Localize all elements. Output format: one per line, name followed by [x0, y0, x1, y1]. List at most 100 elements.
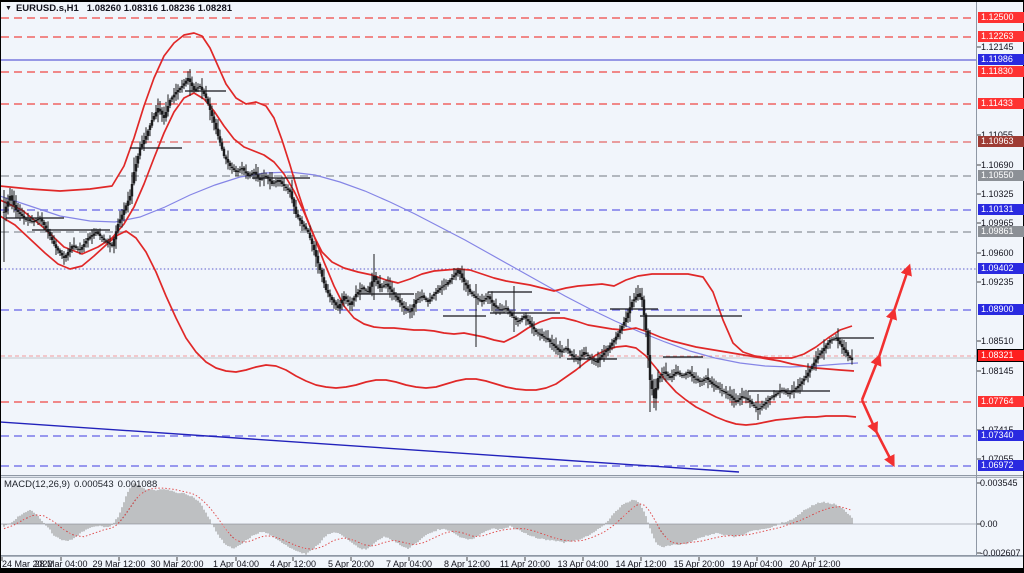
macd-histogram-bar — [191, 496, 193, 524]
macd-histogram-bar — [79, 524, 81, 534]
candle-body — [348, 302, 352, 305]
macd-histogram-bar — [599, 524, 601, 529]
macd-histogram-bar — [531, 524, 533, 537]
candle-body — [448, 280, 452, 283]
macd-histogram-bar — [789, 519, 791, 524]
macd-histogram-bar — [631, 499, 633, 524]
candle-body — [668, 376, 672, 378]
macd-histogram-bar — [167, 489, 169, 524]
candle-body — [610, 342, 614, 346]
macd-histogram-bar — [217, 524, 219, 535]
macd-histogram-bar — [155, 490, 157, 524]
macd-histogram-bar — [347, 524, 349, 540]
macd-histogram-bar — [847, 513, 849, 524]
candle-body — [622, 322, 626, 326]
candle-body — [774, 394, 778, 396]
candle-body — [736, 400, 740, 403]
macd-histogram-bar — [641, 507, 643, 524]
macd-histogram-bar — [389, 524, 391, 540]
candle-body — [304, 226, 308, 230]
price-tick-label: 1.12145 — [981, 42, 1014, 52]
candle-body — [192, 86, 196, 90]
macd-histogram-bar — [255, 524, 257, 535]
candle-body — [450, 278, 454, 280]
macd-histogram-bar — [299, 524, 301, 553]
candle-body — [276, 180, 280, 182]
macd-main-value: 0.000543 — [74, 479, 114, 490]
time-axis-label: 15 Apr 20:00 — [673, 559, 725, 569]
macd-histogram-bar — [433, 524, 435, 532]
macd-histogram-bar — [123, 502, 125, 524]
price-tick-label: 1.10690 — [981, 160, 1014, 170]
candle-body — [342, 296, 346, 301]
candle-body — [726, 393, 730, 395]
macd-histogram-bar — [287, 524, 289, 547]
symbol-dropdown-icon[interactable]: ▼ — [5, 5, 12, 12]
macd-histogram-bar — [669, 524, 671, 546]
macd-histogram-bar — [707, 524, 709, 536]
candle-body — [102, 238, 106, 240]
candle-body — [210, 110, 214, 116]
macd-histogram-bar — [717, 524, 719, 534]
candle-body — [20, 213, 24, 216]
macd-histogram-bar — [131, 485, 133, 524]
macd-histogram-bar — [107, 524, 109, 528]
candle-body — [80, 247, 84, 250]
candle-body — [232, 168, 236, 170]
forecast-arrow-down[interactable] — [860, 399, 895, 468]
candle-body — [554, 345, 558, 348]
candle-body — [416, 298, 420, 300]
candle-body — [118, 219, 122, 224]
candle-body — [138, 148, 142, 156]
macd-histogram-bar — [795, 517, 797, 524]
candle-body — [492, 303, 496, 306]
candle-body — [806, 372, 810, 377]
macd-histogram-bar — [683, 524, 685, 544]
macd-histogram-bar — [639, 503, 641, 524]
macd-histogram-bar — [647, 522, 649, 524]
candle-body — [476, 298, 480, 300]
macd-histogram-bar — [353, 524, 355, 545]
macd-histogram-bar — [727, 524, 729, 536]
macd-histogram-bar — [689, 524, 691, 543]
candle-body — [580, 354, 584, 357]
macd-histogram-bar — [761, 524, 763, 530]
candle-body — [384, 284, 388, 285]
price-level-badge: 1.12263 — [978, 31, 1024, 42]
macd-histogram-bar — [125, 496, 127, 524]
price-tick-label: 1.09965 — [981, 218, 1014, 228]
price-axis-separator — [976, 2, 977, 555]
candle-body — [690, 374, 694, 376]
forecast-arrow-up[interactable] — [860, 263, 912, 401]
panel-separator-bottom[interactable] — [1, 555, 1023, 557]
ohlc-values: 1.08260 1.08316 1.08236 1.08281 — [86, 3, 233, 14]
macd-histogram-bar — [315, 524, 317, 547]
macd-histogram-bar — [311, 524, 313, 550]
candle-body — [66, 252, 70, 256]
macd-histogram-bar — [787, 521, 789, 524]
candle-body — [164, 112, 168, 118]
candle-body — [798, 384, 802, 387]
macd-histogram-bar — [533, 524, 535, 537]
panel-separator[interactable] — [1, 475, 1023, 478]
macd-histogram-bar — [783, 522, 785, 524]
candle-body — [288, 189, 292, 192]
candle-body — [374, 276, 378, 280]
candle-body — [642, 299, 646, 315]
macd-histogram-bar — [15, 519, 17, 524]
candle-body — [96, 231, 100, 234]
macd-histogram-bar — [835, 504, 837, 524]
candle-body — [356, 292, 360, 295]
price-level-badge: 1.11433 — [978, 98, 1024, 109]
candle-body — [696, 378, 700, 381]
macd-histogram-bar — [223, 524, 225, 544]
macd-histogram-bar — [83, 524, 85, 532]
candle-body — [136, 156, 140, 164]
macd-histogram-bar — [329, 524, 331, 534]
candle-body — [706, 377, 710, 380]
macd-histogram-bar — [49, 524, 51, 530]
candle-body — [426, 299, 430, 302]
macd-histogram-bar — [757, 524, 759, 531]
candle-body — [480, 300, 484, 302]
